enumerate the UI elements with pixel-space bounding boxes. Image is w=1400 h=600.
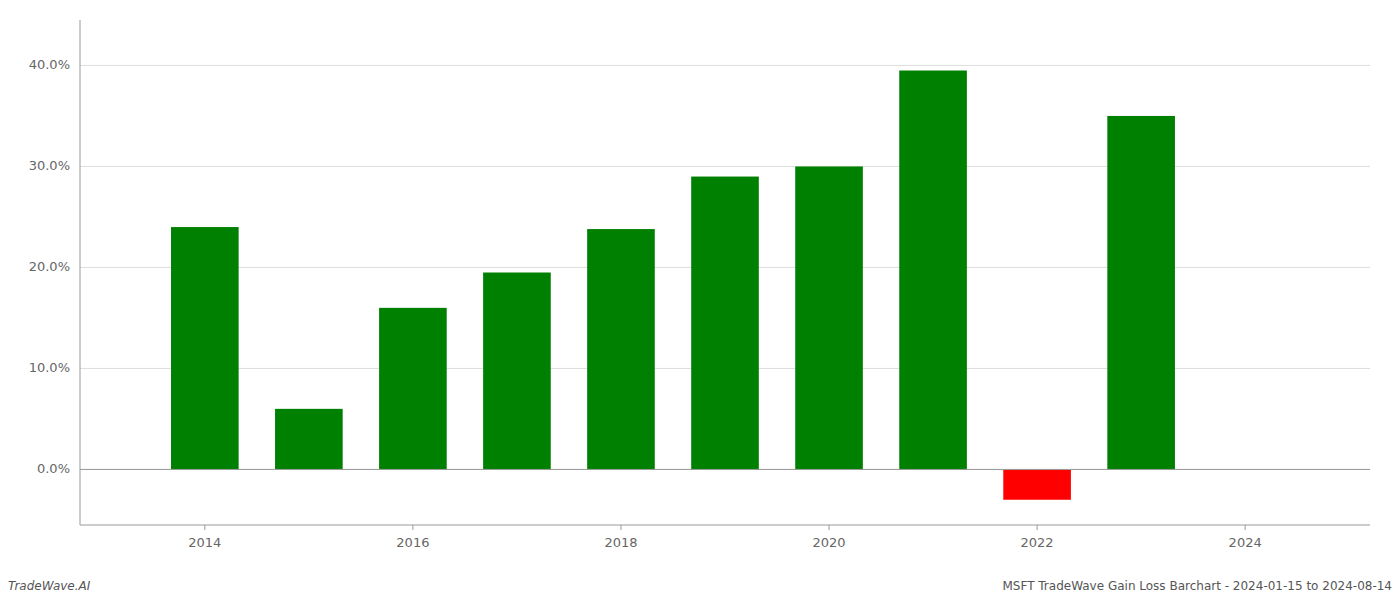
- bar: [899, 71, 967, 470]
- grid-line: [80, 166, 1370, 167]
- x-axis-line: [80, 525, 1370, 526]
- zero-line: [80, 469, 1370, 470]
- x-tick-label: 2016: [396, 535, 429, 550]
- footer-right: MSFT TradeWave Gain Loss Barchart - 2024…: [1002, 579, 1392, 593]
- x-tick-label: 2018: [604, 535, 637, 550]
- bar: [275, 409, 343, 470]
- y-tick-label: 0.0%: [37, 461, 70, 476]
- y-axis-line: [80, 20, 81, 525]
- bar: [691, 177, 759, 470]
- bar: [171, 227, 239, 469]
- y-tick-label: 20.0%: [29, 259, 70, 274]
- y-tick-label: 10.0%: [29, 360, 70, 375]
- x-tick: [620, 525, 621, 530]
- bar: [1107, 116, 1175, 470]
- background: [0, 0, 1400, 600]
- x-tick: [204, 525, 205, 530]
- bar: [483, 273, 551, 470]
- y-tick-label: 40.0%: [29, 57, 70, 72]
- x-tick: [412, 525, 413, 530]
- x-tick: [1037, 525, 1038, 530]
- x-tick-label: 2024: [1229, 535, 1262, 550]
- bars: [171, 71, 1175, 500]
- bar: [379, 308, 447, 470]
- grid-line: [80, 469, 1370, 470]
- x-tick-label: 2020: [812, 535, 845, 550]
- chart: 0.0% 10.0% 20.0% 30.0% 40.0% 2014 2016 2018 2020…: [0, 0, 1400, 600]
- x-tick-label: 2022: [1021, 535, 1054, 550]
- x-tick: [1245, 525, 1246, 530]
- footer-left: TradeWave.AI: [8, 579, 91, 593]
- bar: [1003, 469, 1071, 499]
- x-tick-label: 2014: [188, 535, 221, 550]
- bar: [587, 229, 655, 469]
- x-tick: [829, 525, 830, 530]
- y-tick-label: 30.0%: [29, 158, 70, 173]
- bar: [795, 166, 863, 469]
- y-grid: [80, 65, 1370, 469]
- grid-line: [80, 65, 1370, 66]
